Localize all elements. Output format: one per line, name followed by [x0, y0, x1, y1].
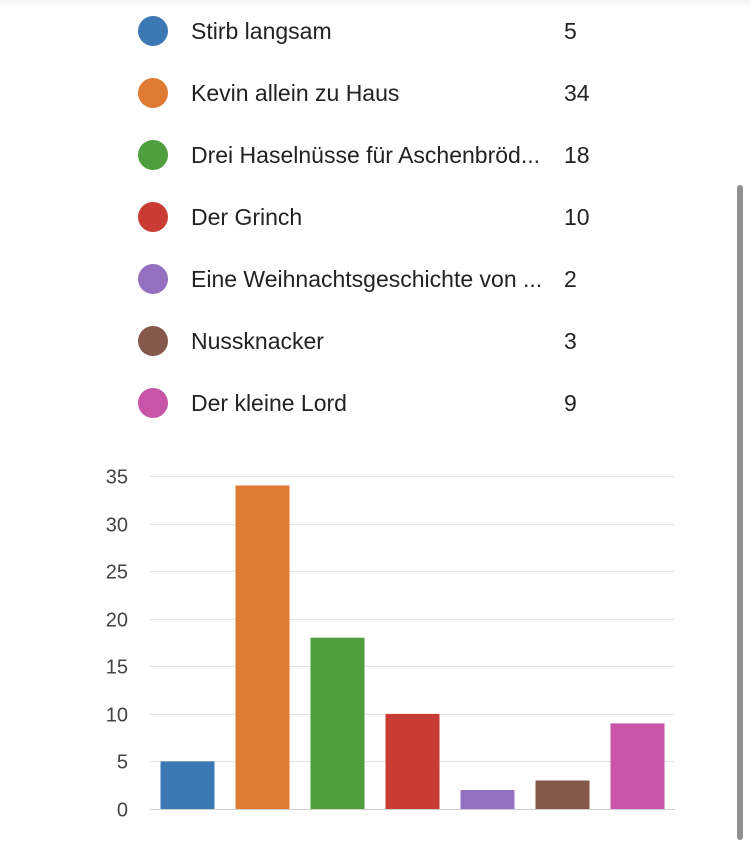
- legend-dot-icon: [138, 140, 168, 170]
- legend-count: 34: [564, 80, 590, 106]
- scrollbar[interactable]: [737, 185, 743, 840]
- legend-dot-icon: [138, 264, 168, 294]
- bars: [160, 485, 665, 809]
- legend-item: Drei Haselnüsse für Aschenbröd... 18: [0, 135, 730, 175]
- bar: [235, 485, 290, 809]
- legend-dot-icon: [138, 16, 168, 46]
- y-tick-label: 20: [106, 610, 128, 632]
- legend-count: 2: [564, 266, 577, 292]
- y-tick-label: 0: [117, 800, 128, 822]
- legend-dot-icon: [138, 326, 168, 356]
- header-shadow: [0, 0, 750, 8]
- legend-count: 3: [564, 328, 577, 354]
- y-tick-label: 15: [106, 657, 128, 679]
- y-tick-label: 10: [106, 705, 128, 727]
- bar: [385, 713, 440, 809]
- legend-dot-icon: [138, 388, 168, 418]
- legend-item: Nussknacker 3: [0, 321, 730, 361]
- bar: [610, 723, 665, 809]
- y-axis-ticks: 0 5 10 15 20 25 30 35: [106, 467, 128, 822]
- bar: [460, 790, 515, 809]
- legend-count: 9: [564, 390, 577, 416]
- legend-item: Stirb langsam 5: [0, 11, 730, 51]
- bar: [310, 637, 365, 809]
- legend-item: Der kleine Lord 9: [0, 383, 730, 423]
- bar: [160, 761, 215, 809]
- legend-item: Eine Weihnachtsgeschichte von ... 2: [0, 259, 730, 299]
- legend-count: 10: [564, 204, 590, 230]
- y-tick-label: 30: [106, 515, 128, 537]
- y-tick-label: 35: [106, 467, 128, 489]
- legend-item: Der Grinch 10: [0, 197, 730, 237]
- legend-count: 5: [564, 18, 577, 44]
- y-tick-label: 5: [117, 752, 128, 774]
- y-tick-label: 25: [106, 562, 128, 584]
- legend-item: Kevin allein zu Haus 34: [0, 73, 730, 113]
- legend-count: 18: [564, 142, 590, 168]
- bar: [535, 780, 590, 809]
- legend-dot-icon: [138, 202, 168, 232]
- legend-dot-icon: [138, 78, 168, 108]
